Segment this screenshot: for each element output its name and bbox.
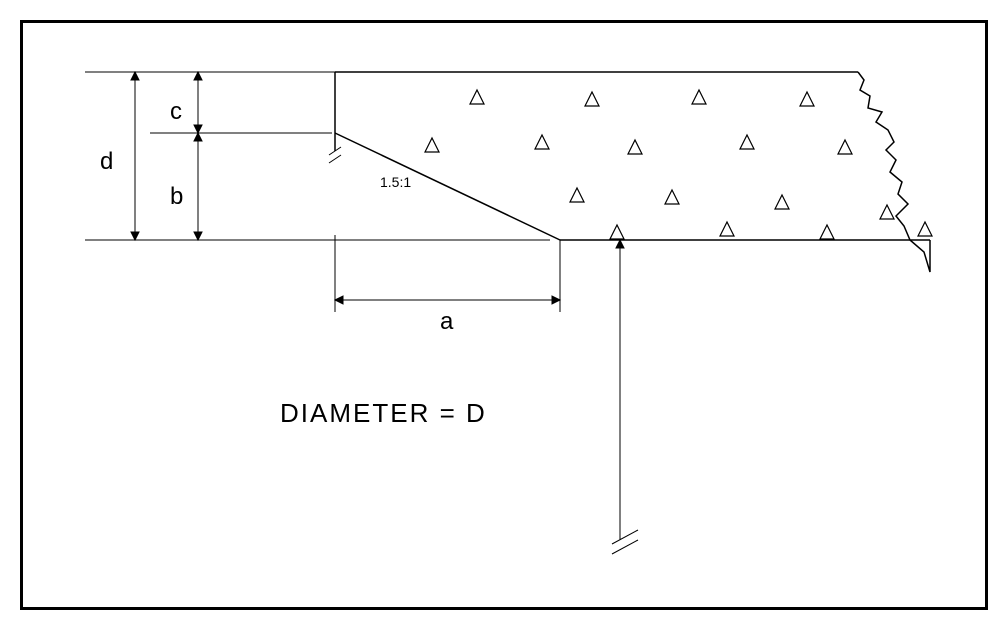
dimension-label-c: c (170, 98, 182, 126)
slope-ratio-label: 1.5:1 (380, 174, 411, 190)
dimension-label-d: d (100, 148, 113, 176)
dimension-label-b: b (170, 183, 183, 211)
diagram-svg (0, 0, 1008, 630)
diameter-label: DIAMETER = D (280, 398, 487, 429)
dimension-label-a: a (440, 308, 453, 336)
